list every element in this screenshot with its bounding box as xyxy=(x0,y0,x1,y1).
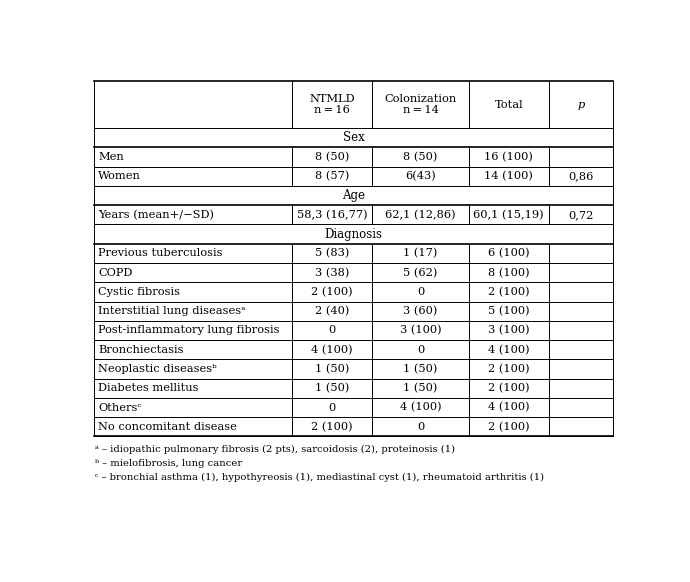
Text: 6 (100): 6 (100) xyxy=(488,248,529,258)
Text: 1 (17): 1 (17) xyxy=(403,248,437,258)
Text: Total: Total xyxy=(495,100,523,109)
Text: 2 (100): 2 (100) xyxy=(488,383,529,393)
Text: 58,3 (16,77): 58,3 (16,77) xyxy=(297,210,368,220)
Text: 4 (100): 4 (100) xyxy=(488,402,529,413)
Text: Previous tuberculosis: Previous tuberculosis xyxy=(98,249,222,258)
Text: No concomitant disease: No concomitant disease xyxy=(98,422,237,432)
Text: Age: Age xyxy=(342,189,365,202)
Text: 8 (50): 8 (50) xyxy=(315,152,349,162)
Text: Sex: Sex xyxy=(343,131,364,144)
Text: Othersᶜ: Othersᶜ xyxy=(98,403,141,413)
Text: 62,1 (12,86): 62,1 (12,86) xyxy=(385,210,456,220)
Text: Diabetes mellitus: Diabetes mellitus xyxy=(98,383,199,393)
Text: 0: 0 xyxy=(328,403,336,413)
Text: Years (mean+/−SD): Years (mean+/−SD) xyxy=(98,210,214,220)
Text: 1 (50): 1 (50) xyxy=(403,383,437,393)
Text: Bronchiectasis: Bronchiectasis xyxy=(98,345,184,354)
Text: 0: 0 xyxy=(417,422,424,432)
Text: 0,72: 0,72 xyxy=(568,210,593,220)
Text: 5 (62): 5 (62) xyxy=(403,268,437,278)
Text: 4 (100): 4 (100) xyxy=(488,345,529,355)
Text: Cystic fibrosis: Cystic fibrosis xyxy=(98,287,180,297)
Text: Interstitial lung diseasesᵃ: Interstitial lung diseasesᵃ xyxy=(98,306,246,316)
Text: 3 (100): 3 (100) xyxy=(400,325,442,336)
Text: ᶜ – bronchial asthma (1), hypothyreosis (1), mediastinal cyst (1), rheumatoid ar: ᶜ – bronchial asthma (1), hypothyreosis … xyxy=(95,473,544,482)
Text: 2 (100): 2 (100) xyxy=(488,287,529,297)
Text: 1 (50): 1 (50) xyxy=(315,383,349,393)
Text: 16 (100): 16 (100) xyxy=(484,152,533,162)
Text: 3 (38): 3 (38) xyxy=(315,268,349,278)
Text: 0: 0 xyxy=(417,287,424,297)
Text: Neoplastic diseasesᵇ: Neoplastic diseasesᵇ xyxy=(98,364,217,374)
Text: 0: 0 xyxy=(417,345,424,354)
Text: 3 (100): 3 (100) xyxy=(488,325,529,336)
Text: 2 (100): 2 (100) xyxy=(488,364,529,374)
Text: 8 (50): 8 (50) xyxy=(403,152,437,162)
Text: 2 (100): 2 (100) xyxy=(488,421,529,432)
Text: Post-inflammatory lung fibrosis: Post-inflammatory lung fibrosis xyxy=(98,325,279,335)
Text: NTMLD
n = 16: NTMLD n = 16 xyxy=(309,94,355,115)
Text: 0: 0 xyxy=(328,325,336,335)
Text: 8 (57): 8 (57) xyxy=(315,171,349,182)
Text: COPD: COPD xyxy=(98,268,132,278)
Text: 2 (100): 2 (100) xyxy=(311,287,353,297)
Text: 14 (100): 14 (100) xyxy=(484,171,533,182)
Text: Men: Men xyxy=(98,152,124,162)
Text: ᵇ – mielofibrosis, lung cancer: ᵇ – mielofibrosis, lung cancer xyxy=(95,459,243,468)
Text: p: p xyxy=(578,100,584,109)
Text: 0,86: 0,86 xyxy=(568,171,593,181)
Text: 4 (100): 4 (100) xyxy=(400,402,442,413)
Text: 1 (50): 1 (50) xyxy=(315,364,349,374)
Text: 2 (100): 2 (100) xyxy=(311,421,353,432)
Text: 60,1 (15,19): 60,1 (15,19) xyxy=(473,210,544,220)
Text: Diagnosis: Diagnosis xyxy=(324,228,383,240)
Text: 5 (83): 5 (83) xyxy=(315,248,349,258)
Text: 8 (100): 8 (100) xyxy=(488,268,529,278)
Text: Women: Women xyxy=(98,171,141,181)
Text: 4 (100): 4 (100) xyxy=(311,345,353,355)
Text: 1 (50): 1 (50) xyxy=(403,364,437,374)
Text: 6(43): 6(43) xyxy=(405,171,436,182)
Text: 2 (40): 2 (40) xyxy=(315,306,349,317)
Text: Colonization
n = 14: Colonization n = 14 xyxy=(384,94,457,115)
Text: 5 (100): 5 (100) xyxy=(488,306,529,317)
Text: ᵃ – idiopathic pulmonary fibrosis (2 pts), sarcoidosis (2), proteinosis (1): ᵃ – idiopathic pulmonary fibrosis (2 pts… xyxy=(95,445,455,453)
Text: 3 (60): 3 (60) xyxy=(403,306,437,317)
